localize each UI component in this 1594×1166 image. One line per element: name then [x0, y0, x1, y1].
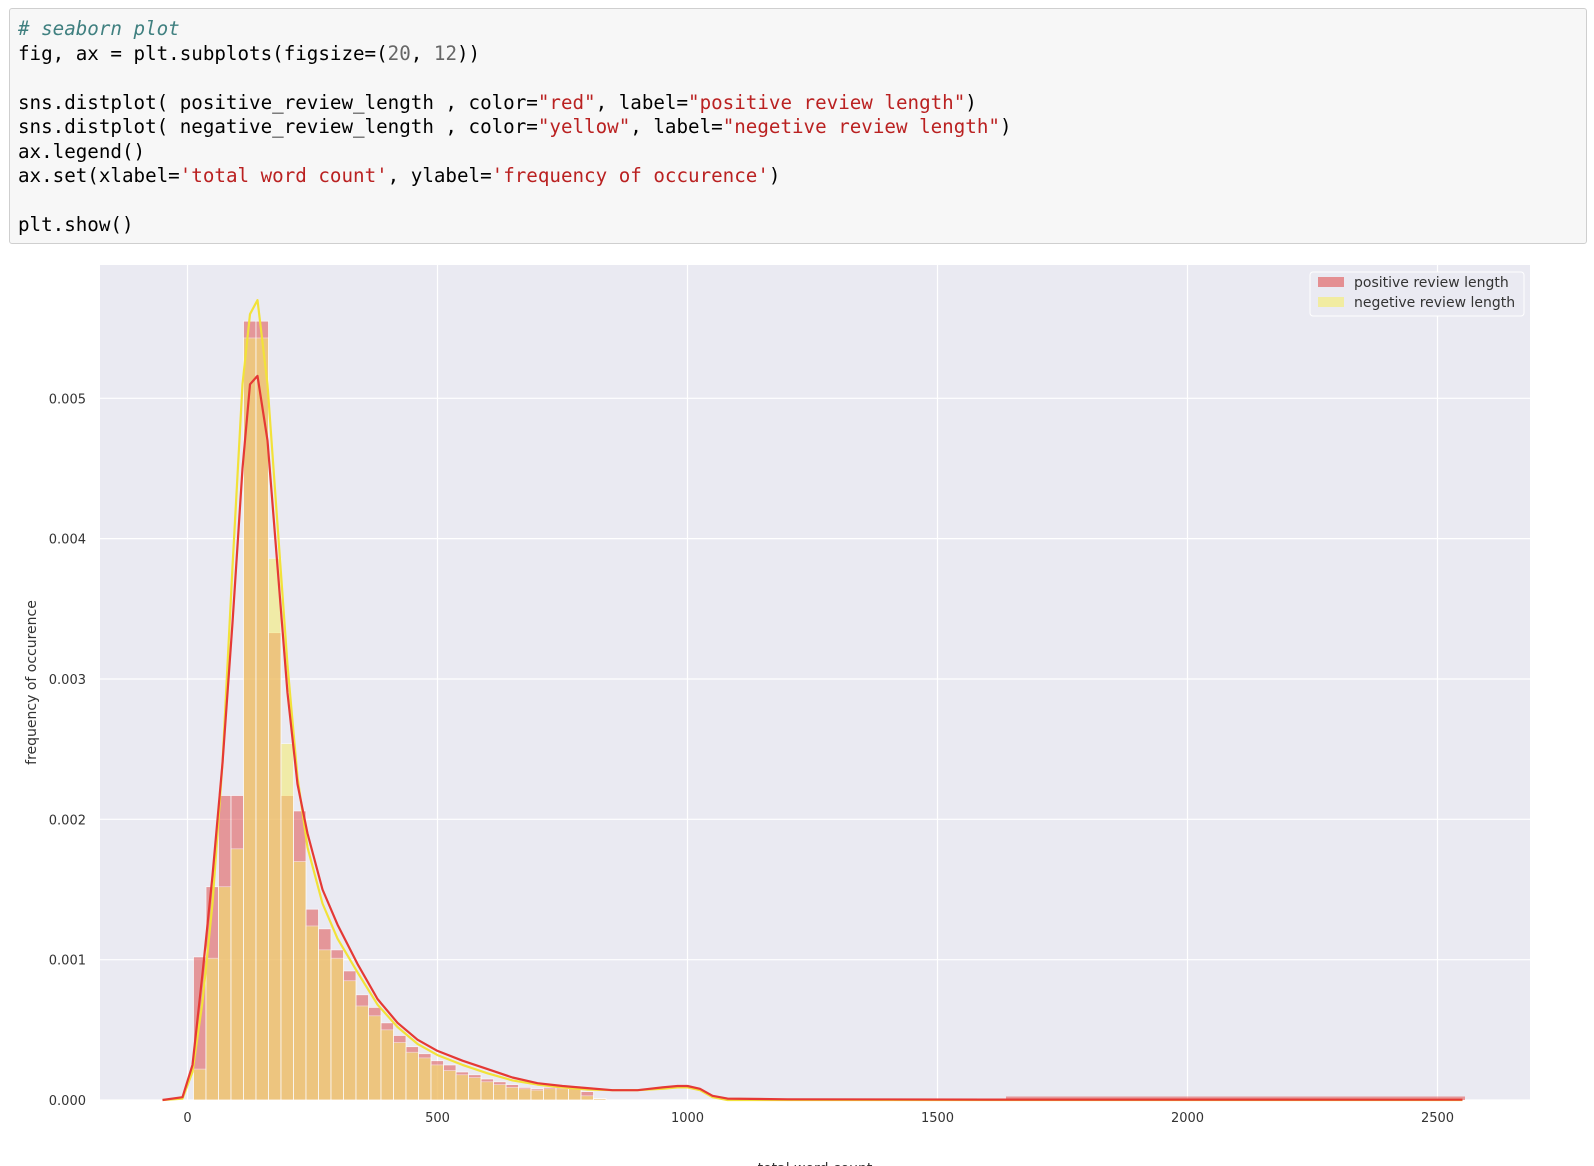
code-token: ) [768, 164, 781, 187]
x-tick-label: 2000 [1171, 1111, 1204, 1126]
code-token: , label= [595, 90, 689, 114]
code-token: fig, ax = plt.subplots(figsize=( [18, 41, 388, 65]
negative-bar [468, 1077, 482, 1101]
code-token: "yellow" [537, 115, 631, 138]
legend-item-positive-swatch [1318, 277, 1344, 287]
y-tick-label: 0.000 [49, 1094, 86, 1109]
code-token: 20 [387, 41, 411, 65]
negative-bar [430, 1064, 444, 1101]
distribution-plot: 0 500 1000 1500 2000 2500 0.000 0.001 0.002 0.003… [24, 265, 1530, 1166]
negative-bar [493, 1084, 507, 1101]
negative-bar [393, 1042, 407, 1101]
code-token: , label= [630, 115, 723, 138]
code-token: 12 [433, 41, 457, 65]
negative-bar [405, 1051, 419, 1101]
y-tick-label: 0.002 [49, 813, 86, 828]
code-line: # seaborn plot [18, 17, 1586, 42]
code-token: # seaborn plot [18, 17, 180, 40]
negative-bar [505, 1086, 519, 1101]
negative-bar [355, 1005, 369, 1101]
legend-box [1309, 271, 1525, 317]
negative-bar [480, 1081, 494, 1101]
code-token: "negetive review length" [722, 115, 1000, 138]
code-line: ax.set(xlabel='total word count', ylabel… [18, 164, 1586, 189]
y-tick-label: 0.004 [49, 533, 86, 548]
legend-item-negative-swatch [1318, 297, 1344, 307]
x-axis-label: total word count [758, 1161, 873, 1166]
plot-output: 0 500 1000 1500 2000 2500 0.000 0.001 0.002 0.003… [0, 252, 1594, 1166]
code-line [18, 189, 1586, 214]
negative-bar [318, 949, 332, 1101]
code-token: 'total word count' [179, 164, 388, 187]
code-line: ax.legend() [18, 140, 1586, 165]
code-token: ax.set(xlabel= [18, 164, 180, 187]
code-token: "red" [537, 90, 596, 114]
code-line: sns.distplot( negative_review_length , c… [18, 115, 1586, 140]
legend-item-negative-label: negetive review length [1354, 295, 1515, 311]
negative-bar-group [193, 337, 607, 1101]
negative-bar [530, 1089, 544, 1101]
negative-bar [293, 861, 307, 1101]
code-token: plt.show() [18, 213, 134, 236]
code-token: )) [457, 41, 481, 65]
x-tick-label: 1500 [921, 1111, 954, 1126]
negative-bar [255, 337, 269, 1101]
code-line: sns.distplot( positive_review_length , c… [18, 91, 1586, 116]
code-line: plt.show() [18, 213, 1586, 238]
negative-bar [230, 848, 244, 1101]
negative-bar [368, 1015, 382, 1101]
code-token: ax.legend() [18, 139, 146, 163]
x-tick-label: 1000 [671, 1111, 704, 1126]
negative-bar [455, 1074, 469, 1101]
negative-bar [205, 957, 219, 1101]
code-cell[interactable]: # seaborn plot fig, ax = plt.subplots(fig… [9, 8, 1587, 244]
negative-bar [593, 1098, 607, 1101]
negative-bar [443, 1070, 457, 1101]
code-line: fig, ax = plt.subplots(figsize=(20, 12)) [18, 42, 1586, 67]
negative-bar [193, 1068, 207, 1101]
x-tick-label: 2500 [1421, 1111, 1454, 1126]
negative-bar [280, 743, 294, 1101]
negative-bar [380, 1029, 394, 1101]
code-token: , ylabel= [387, 164, 492, 187]
x-tick-label: 0 [183, 1111, 191, 1126]
code-token: ) [965, 90, 977, 114]
negative-bar [543, 1088, 557, 1101]
negative-bar [243, 337, 257, 1101]
negative-bar [555, 1088, 569, 1101]
negative-kde-line [162, 298, 1463, 1102]
negative-bar [518, 1088, 532, 1101]
code-token: "positive review length" [688, 90, 966, 114]
code-token: sns.distplot( positive_review_length , c… [18, 90, 538, 114]
code-token: , [410, 41, 434, 65]
code-token: sns.distplot( negative_review_length , c… [18, 115, 538, 138]
negative-bar [343, 980, 357, 1101]
y-tick-label: 0.005 [49, 392, 86, 407]
negative-bar [418, 1057, 432, 1101]
x-tick-label: 500 [425, 1111, 450, 1126]
code-token: ) [999, 115, 1012, 138]
y-tick-label: 0.001 [49, 954, 86, 969]
legend-item-positive-label: positive review length [1354, 275, 1509, 291]
code-line [18, 66, 1586, 91]
positive-kde-line [162, 374, 1463, 1102]
code-token: 'frequency of occurence' [491, 164, 769, 187]
y-tick-label: 0.003 [49, 673, 86, 688]
y-axis-label: frequency of occurence [24, 600, 40, 765]
positive-bar-tail [1006, 1096, 1465, 1100]
negative-bar [580, 1095, 594, 1101]
negative-bar [268, 557, 282, 1101]
negative-bar [305, 925, 319, 1101]
negative-bar [330, 957, 344, 1101]
negative-bar [218, 886, 232, 1101]
